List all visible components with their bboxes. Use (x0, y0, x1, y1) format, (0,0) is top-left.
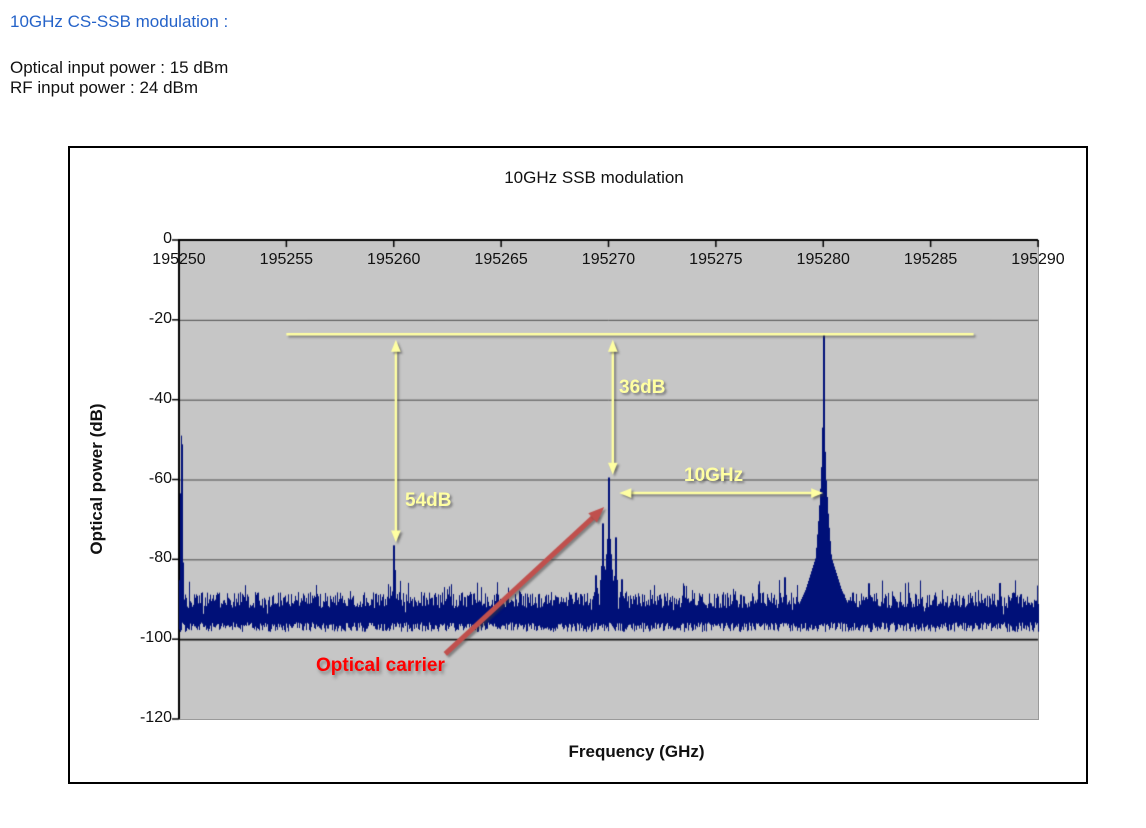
y-tick-label: 0 (163, 230, 172, 247)
doc-title: 10GHz CS-SSB modulation : (10, 12, 229, 31)
y-axis-title: Optical power (dB) (87, 403, 106, 555)
x-tick-label: 195260 (367, 251, 421, 268)
x-tick-label: 195255 (259, 251, 314, 268)
annotation-36db: 36dB (619, 377, 666, 398)
annotation-54db: 54dB (405, 490, 452, 511)
annotation-optical-carrier: Optical carrier (316, 655, 445, 676)
y-tick-label: -120 (139, 709, 172, 726)
x-axis-title: Frequency (GHz) (568, 742, 705, 761)
x-tick-label: 195275 (689, 251, 743, 268)
optical-input-power-text: Optical input power : 15 dBm (10, 58, 229, 77)
y-tick-label: -20 (148, 309, 172, 327)
spectrum-plot-canvas (70, 148, 1086, 782)
x-tick-label: 195290 (1011, 251, 1065, 268)
x-tick-label: 195280 (796, 251, 850, 268)
y-tick-label: -40 (148, 389, 172, 407)
rf-input-power-text: RF input power : 24 dBm (10, 78, 199, 97)
y-tick-label: -80 (148, 549, 172, 567)
x-tick-label: 195285 (903, 251, 958, 268)
y-tick-label: -100 (139, 629, 172, 647)
annotation-10ghz: 10GHz (684, 465, 744, 486)
chart-container: 10GHz SSB modulation Optical power (dB) … (68, 146, 1088, 784)
y-tick-label: -60 (148, 469, 172, 487)
x-tick-label: 195250 (152, 251, 206, 268)
x-tick-label: 195265 (474, 251, 528, 268)
x-tick-label: 195270 (581, 251, 636, 268)
